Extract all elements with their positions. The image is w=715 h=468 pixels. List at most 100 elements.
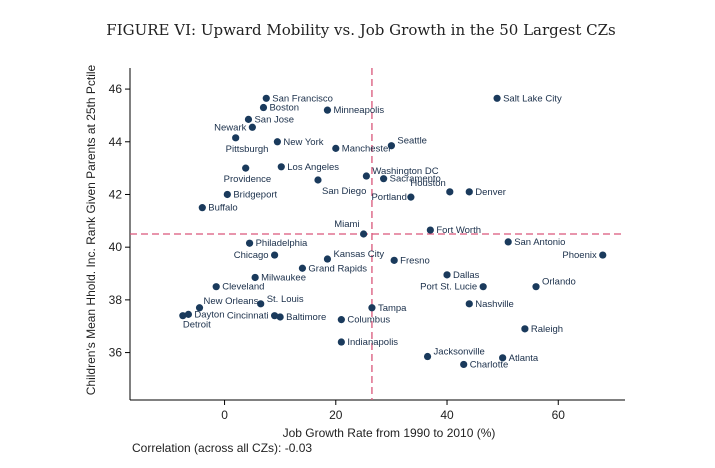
data-point [504, 238, 512, 246]
data-point [244, 115, 253, 123]
data-point-label: Providence [224, 174, 272, 185]
data-point [262, 94, 270, 102]
y-tick-label: 38 [109, 293, 123, 307]
data-point [257, 300, 265, 308]
data-point-label: Sacramento [390, 174, 441, 185]
data-point [443, 271, 451, 279]
data-point-label: Washington DC [372, 166, 438, 177]
data-point-label: New York [283, 137, 323, 148]
x-tick-label: 60 [552, 408, 566, 422]
data-point [223, 190, 231, 199]
data-point [465, 188, 473, 196]
data-point-label: Dallas [453, 270, 480, 281]
data-point [532, 283, 540, 291]
data-point-label: Indianapolis [347, 337, 398, 348]
data-point-label: Minneapolis [333, 105, 384, 116]
y-axis-label: Children's Mean Hhold. Inc. Rank Given P… [84, 64, 98, 395]
data-point [179, 312, 187, 320]
data-point-label: San Jose [254, 114, 294, 125]
data-point-label: Fresno [400, 255, 430, 266]
data-point [493, 94, 501, 102]
data-point-label: Jacksonville [434, 347, 485, 358]
data-point [499, 354, 507, 362]
data-point [184, 310, 192, 318]
data-point-label: Houston [410, 178, 445, 189]
data-point [271, 312, 279, 320]
data-point [390, 256, 398, 264]
data-point [380, 175, 388, 183]
data-point [277, 163, 285, 171]
data-point [212, 283, 220, 291]
data-point-label: Seattle [397, 136, 427, 147]
data-point [298, 264, 307, 272]
data-point [337, 338, 345, 346]
data-point [521, 325, 529, 333]
data-point-label: Raleigh [531, 324, 563, 335]
data-point-label: Philadelphia [256, 238, 308, 249]
data-point-label: Nashville [475, 299, 514, 310]
data-point [232, 134, 240, 142]
data-point [460, 360, 468, 369]
data-point [245, 239, 254, 247]
data-point-label: Manchester [342, 143, 392, 154]
data-point-label: Milwaukee [261, 272, 306, 283]
x-tick-label: 40 [440, 408, 454, 422]
data-point-label: Atlanta [509, 353, 539, 364]
data-point-label: Pittsburgh [226, 144, 269, 155]
x-tick-label: 0 [221, 408, 228, 422]
data-point [276, 313, 284, 321]
data-point-label: Dayton [194, 309, 224, 320]
data-point [359, 230, 368, 238]
correlation-note: Correlation (across all CZs): -0.03 [132, 441, 313, 455]
data-point-label: Cincinnati [227, 311, 269, 322]
data-point [259, 103, 268, 112]
data-point-label: Los Angeles [287, 162, 339, 173]
data-point-label: Columbus [347, 315, 390, 326]
data-point-label: Phoenix [562, 250, 597, 261]
data-point-label: Charlotte [470, 359, 509, 370]
data-point-label: Cleveland [222, 282, 264, 293]
y-tick-label: 36 [109, 346, 123, 360]
data-point [323, 106, 332, 114]
data-point [323, 255, 332, 263]
data-point [599, 251, 607, 259]
y-tick-label: 46 [109, 82, 123, 96]
data-point [251, 273, 259, 282]
data-point [426, 226, 434, 234]
data-point [195, 304, 204, 312]
data-point [242, 164, 250, 172]
data-point-label: St. Louis [267, 294, 304, 305]
y-tick-label: 44 [109, 135, 123, 149]
data-point-label: Detroit [183, 320, 211, 331]
data-point-label: New Orleans [204, 296, 259, 307]
x-axis-label: Job Growth Rate from 1990 to 2010 (%) [283, 426, 496, 440]
data-point [407, 193, 415, 201]
data-point [387, 142, 396, 150]
y-tick-label: 40 [109, 240, 123, 254]
data-point [273, 138, 281, 146]
data-point [368, 304, 376, 312]
data-point [198, 204, 206, 212]
x-tick-label: 20 [329, 408, 343, 422]
data-point-label: San Diego [322, 186, 366, 197]
data-point-label: Fort Worth [436, 225, 481, 236]
data-point [446, 188, 454, 196]
data-point [248, 123, 256, 131]
data-point-label: San Antonio [514, 237, 565, 248]
data-point-label: Kansas City [333, 249, 384, 260]
data-point-label: Newark [214, 122, 246, 133]
data-point-label: Tampa [378, 303, 407, 314]
data-point-label: San Francisco [272, 93, 333, 104]
data-point-label: Salt Lake City [503, 93, 562, 104]
data-point [423, 352, 432, 361]
data-point-label: Orlando [542, 277, 576, 288]
data-point [332, 144, 340, 152]
y-tick-label: 42 [109, 187, 123, 201]
chart-title: FIGURE VI: Upward Mobility vs. Job Growt… [106, 21, 615, 39]
data-point [271, 251, 279, 259]
data-point-label: Grand Rapids [308, 263, 367, 274]
data-point-label: Baltimore [286, 312, 326, 323]
data-point-label: Chicago [234, 250, 269, 261]
data-point-label: Boston [269, 103, 299, 114]
